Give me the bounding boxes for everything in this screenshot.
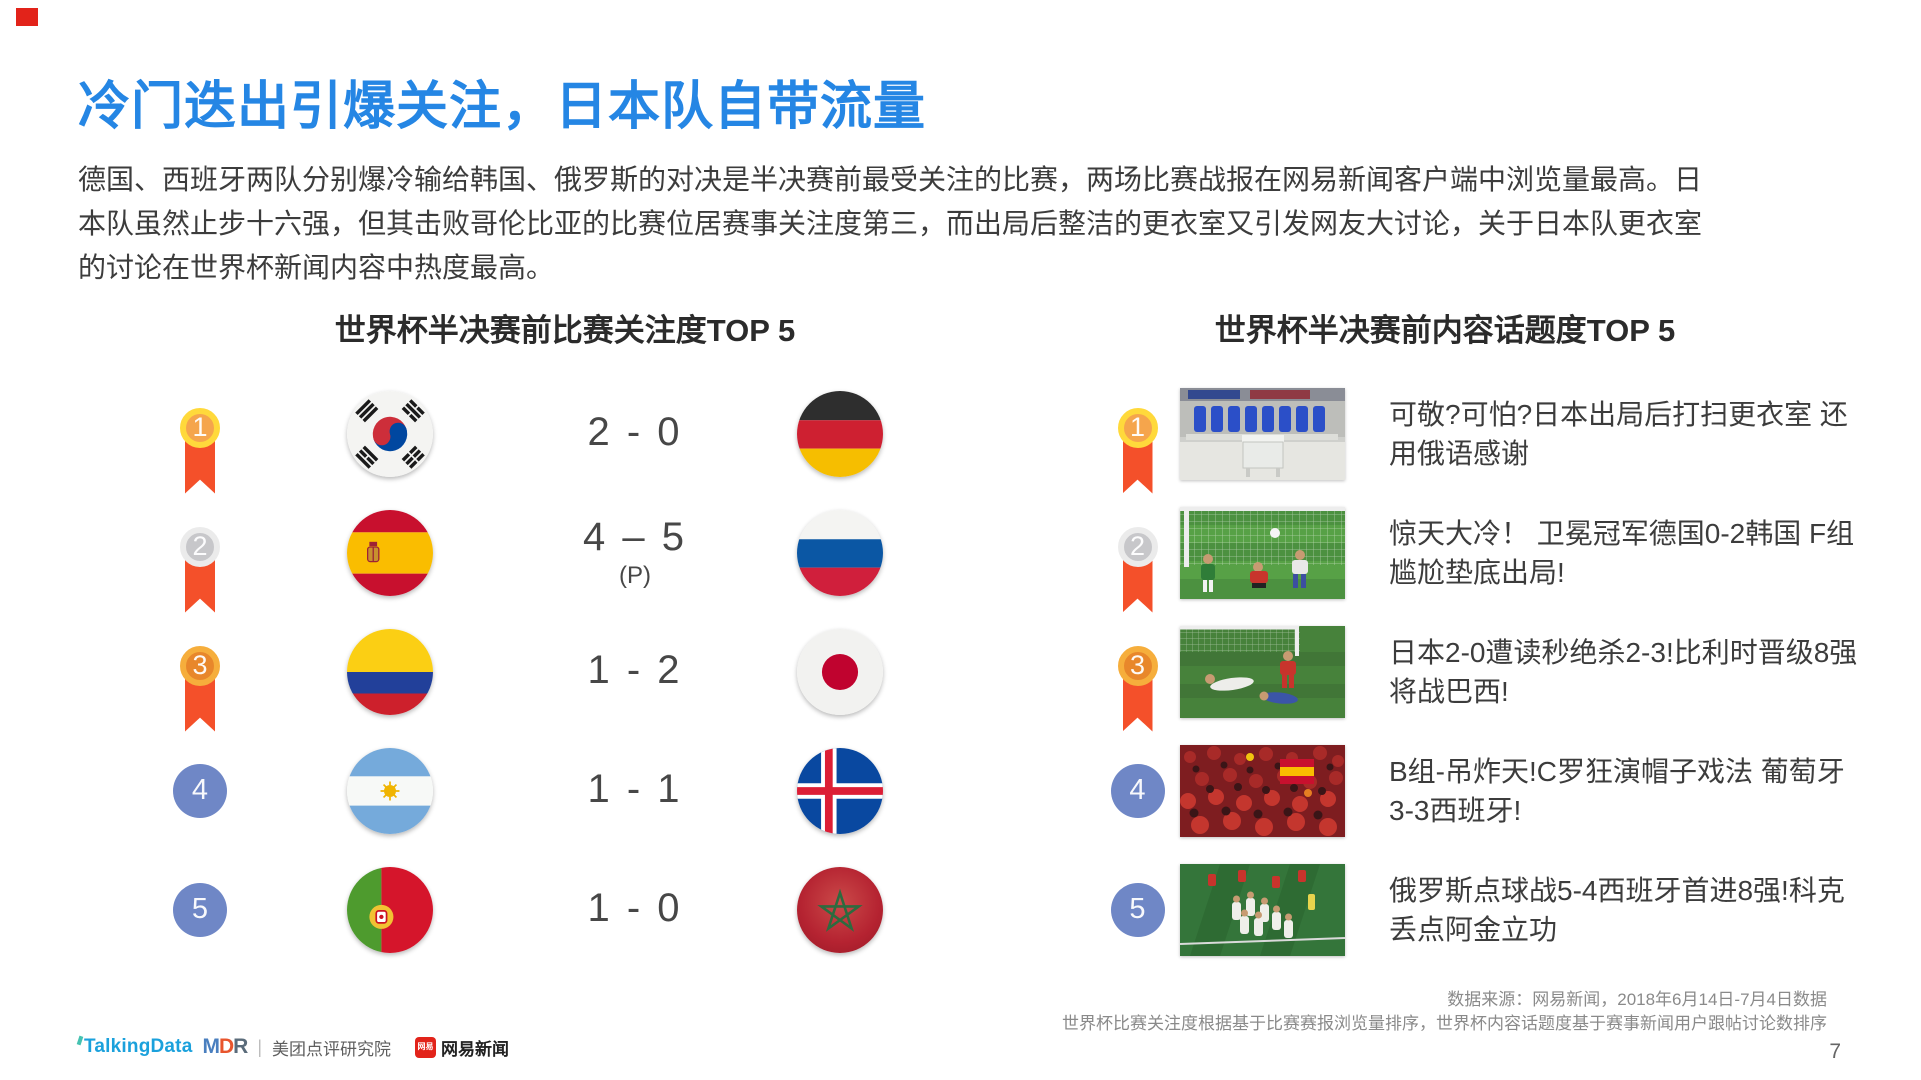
page-title: 冷门迭出引爆关注，日本队自带流量 [78, 78, 927, 136]
rank-number: 1 [180, 407, 220, 448]
rank-circle: 5 [1110, 882, 1165, 937]
spain-flag-icon [347, 509, 433, 596]
match-row-5: 5 1 - 0 [140, 850, 930, 969]
rank-circle: 5 [173, 882, 227, 937]
topic-row-3: 3 [1095, 612, 1875, 732]
data-source-line-1: 数据来源：网易新闻，2018年6月14日-7月4日数据 [1447, 990, 1827, 1009]
rank-number: 3 [180, 645, 220, 686]
players-down-thumbnail [1180, 625, 1345, 718]
gold-medal-icon: 1 [172, 407, 228, 494]
talkingdata-logo: TalkingData [76, 1035, 192, 1058]
score-note: (P) [619, 562, 651, 589]
netease-badge-icon: 网易 [415, 1036, 437, 1058]
match-score: 2 - 0 [587, 410, 683, 454]
match-ranking-list: 1 [140, 374, 930, 969]
russia-flag-icon [797, 509, 883, 596]
meituan-research-label: 美团点评研究院 [272, 1039, 392, 1059]
topic-ranking-list: 1 [1095, 374, 1875, 969]
rank-circle: 4 [1110, 763, 1165, 818]
silver-medal-icon: 2 [1110, 526, 1166, 613]
match-score: 1 - 2 [587, 648, 683, 692]
germany-flag-icon [797, 390, 883, 477]
match-score: 1 - 0 [587, 886, 683, 930]
topic-row-4: 4 [1095, 731, 1875, 850]
match-score: 4 – 5 [583, 515, 687, 559]
red-fans-thumbnail [1180, 744, 1345, 837]
pitch-celebration-thumbnail [1180, 863, 1345, 956]
silver-medal-icon: 2 [172, 526, 228, 613]
match-score: 1 - 1 [587, 767, 683, 811]
colombia-flag-icon [347, 628, 433, 715]
japan-flag-icon [797, 628, 883, 715]
score-block: 1 - 1 [587, 767, 682, 814]
intro-line-1: 德国、西班牙两队分别爆冷输给韩国、俄罗斯的对决是半决赛前最受关注的比赛，两场比赛… [78, 164, 1703, 195]
rank-number: 2 [180, 526, 220, 567]
argentina-flag-icon [347, 747, 433, 834]
topic-headline: 日本2-0遭读秒绝杀2-3!比利时晋级8强将战巴西! [1389, 636, 1858, 707]
gold-medal-icon: 1 [1110, 407, 1166, 494]
topic-headline: 惊天大冷！ 卫冕冠军德国0-2韩国 F组尴尬垫底出局! [1389, 517, 1855, 588]
score-block: 4 – 5 (P) [583, 515, 687, 590]
morocco-flag-icon [797, 866, 883, 953]
intro-line-2: 本队虽然止步十六强，但其击败哥伦比亚的比赛位居赛事关注度第三，而出局后整洁的更衣… [78, 208, 1703, 239]
intro-paragraph: 德国、西班牙两队分别爆冷输给韩国、俄罗斯的对决是半决赛前最受关注的比赛，两场比赛… [78, 158, 1868, 290]
topic-row-2: 2 [1095, 493, 1875, 613]
rank-number: 1 [1117, 407, 1158, 448]
intro-line-3: 的讨论在世界杯新闻内容中热度最高。 [78, 252, 555, 283]
match-row-3: 3 1 - 2 [140, 612, 930, 732]
match-row-2: 2 4 – 5 (P) [140, 493, 930, 613]
talkingdata-tick-icon [76, 1035, 84, 1046]
south-korea-flag-icon [347, 390, 433, 477]
page-number: 7 [1829, 1040, 1841, 1063]
topic-row-1: 1 [1095, 374, 1875, 494]
goal-scene-thumbnail [1180, 506, 1345, 599]
topic-headline: B组-吊炸天!C罗狂演帽子戏法 葡萄牙3-3西班牙! [1389, 755, 1845, 826]
mdr-logo: MDR [202, 1035, 248, 1058]
logo-divider: | [257, 1036, 263, 1057]
score-block: 2 - 0 [587, 410, 682, 457]
topic-row-5: 5 [1095, 850, 1875, 969]
rank-number: 2 [1117, 526, 1158, 567]
topic-headline: 俄罗斯点球战5-4西班牙首进8强!科克丢点阿金立功 [1389, 874, 1845, 945]
netease-logo: 网易 网易新闻 [415, 1035, 509, 1060]
rank-circle: 4 [173, 763, 227, 818]
right-panel-title: 世界杯半决赛前内容话题度TOP 5 [1214, 313, 1676, 348]
data-source-note: 数据来源：网易新闻，2018年6月14日-7月4日数据 世界杯比赛关注度根据基于… [1062, 988, 1827, 1036]
match-row-1: 1 [140, 374, 930, 494]
score-block: 1 - 0 [587, 886, 682, 933]
topic-headline: 可敬?可怕?日本出局后打扫更衣室 还用俄语感谢 [1389, 398, 1848, 469]
data-source-line-2: 世界杯比赛关注度根据基于比赛赛报浏览量排序，世界杯内容话题度基于赛事新闻用户跟帖… [1062, 1014, 1827, 1033]
left-panel-title: 世界杯半决赛前比赛关注度TOP 5 [334, 313, 796, 348]
iceland-flag-icon [797, 747, 883, 834]
bronze-medal-icon: 3 [172, 645, 228, 732]
red-corner-mark [16, 8, 38, 26]
score-block: 1 - 2 [587, 648, 682, 695]
portugal-flag-icon [347, 866, 433, 953]
footer-logos: TalkingData MDR | 美团点评研究院 网易 网易新闻 [76, 1034, 509, 1060]
netease-news-label: 网易新闻 [441, 1039, 510, 1059]
locker-room-thumbnail [1180, 387, 1345, 480]
bronze-medal-icon: 3 [1110, 645, 1166, 732]
match-row-4: 4 1 - 1 [140, 731, 930, 850]
rank-number: 3 [1117, 645, 1158, 686]
